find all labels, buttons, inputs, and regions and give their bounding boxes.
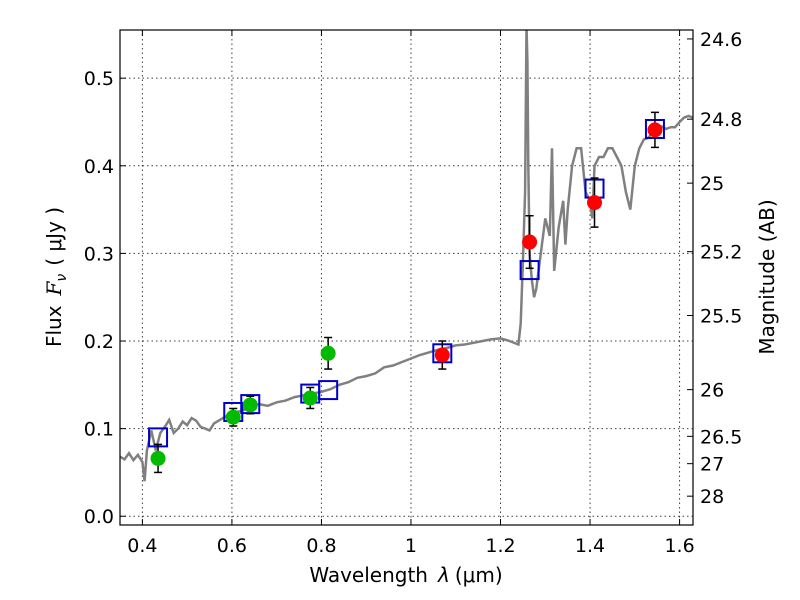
x-tick-label: 1.6: [664, 535, 694, 557]
y-tick-label: 0.0: [84, 506, 114, 528]
observed-data-point: [320, 345, 336, 361]
magnitude-axis-title: Magnitude (AB): [755, 199, 779, 354]
x-tick-label: 0.4: [127, 535, 157, 557]
x-axis-ticks: 0.4 0.6 0.8 1 1.2 1.4 1.6: [127, 30, 695, 557]
observed-data-point: [242, 397, 258, 413]
y-tick-label: 0.5: [84, 68, 114, 90]
y-tick-label: 0.4: [84, 156, 114, 178]
x-tick-label: 1.4: [575, 535, 605, 557]
y-tick-label: 0.1: [84, 419, 114, 441]
x-axis-title: Wavelength λ (μm): [309, 563, 502, 587]
magnitude-axis-ticks: 24.6 24.8 25 25.2 25.5 26 26.5 27 28: [687, 29, 742, 508]
y-axis-title: FluxFν( μJy ): [42, 207, 70, 347]
magnitude-tick-label: 26: [700, 380, 724, 402]
plot-frame: [119, 29, 694, 526]
x-tick-label: 1: [405, 535, 417, 557]
observed-data-point: [225, 409, 241, 425]
y-tick-label: 0.3: [84, 243, 114, 265]
x-tick-label: 1.2: [485, 535, 515, 557]
magnitude-tick-label: 25.5: [700, 306, 742, 328]
observed-data-point: [587, 195, 603, 211]
observed-photometry-points: [150, 111, 663, 474]
magnitude-tick-label: 24.8: [700, 109, 742, 131]
magnitude-tick-label: 27: [700, 454, 724, 476]
model-photometry-square: [318, 380, 339, 401]
observed-data-point: [522, 234, 538, 250]
observed-data-point: [434, 347, 450, 363]
model-photometry-squares: [148, 119, 665, 448]
x-tick-label: 0.8: [306, 535, 336, 557]
observed-data-point: [647, 122, 663, 138]
magnitude-tick-label: 26.5: [700, 426, 742, 448]
observed-data-point: [150, 450, 166, 466]
x-tick-label: 0.6: [217, 535, 247, 557]
observed-data-point: [302, 390, 318, 406]
sed-model-line: [120, 30, 693, 482]
magnitude-tick-label: 25: [700, 173, 724, 195]
magnitude-tick-label: 28: [700, 486, 724, 508]
magnitude-tick-label: 25.2: [700, 242, 742, 264]
magnitude-tick-label: 24.6: [700, 29, 742, 51]
y-axis-ticks: 0.0 0.1 0.2 0.3 0.4 0.5: [84, 68, 126, 528]
y-tick-label: 0.2: [84, 331, 114, 353]
grid-lines: [120, 30, 693, 525]
